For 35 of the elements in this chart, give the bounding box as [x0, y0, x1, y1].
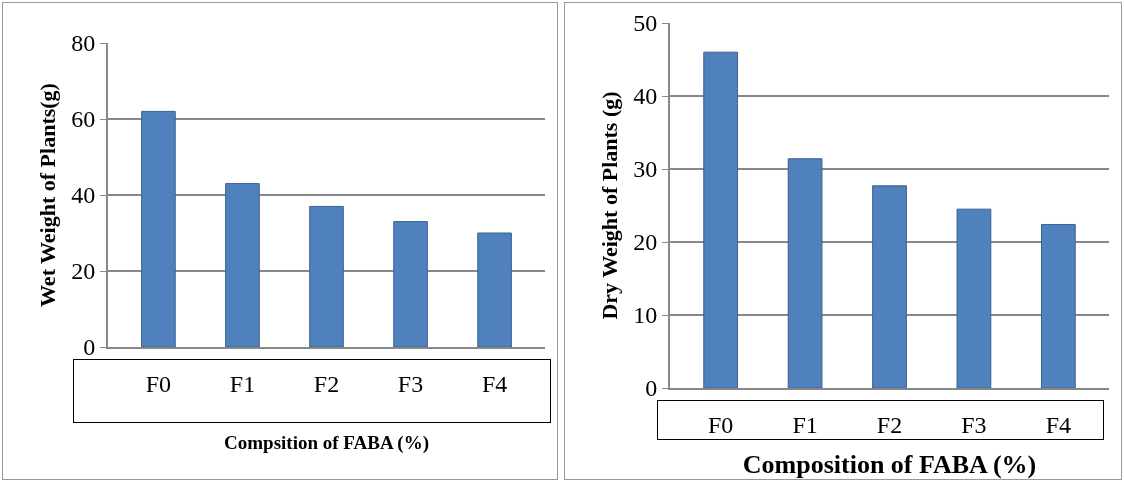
- bar: [309, 205, 344, 347]
- x-tick-label: F4: [481, 370, 508, 397]
- x-tick-label: F3: [961, 411, 987, 438]
- y-tick-label: 0: [645, 375, 658, 402]
- y-tick-label: 50: [633, 10, 658, 37]
- x-axis-title: Composition of FABA (%): [742, 450, 1037, 479]
- y-tick-label: 0: [83, 334, 96, 361]
- x-tick-label: F1: [229, 370, 256, 397]
- x-tick-label: F2: [876, 411, 903, 438]
- y-tick-label: 10: [633, 302, 658, 329]
- bar: [141, 110, 176, 347]
- x-axis-title: Compsition of FABA (%): [224, 432, 429, 455]
- y-axis-title: Dry Weight of Plants (g): [596, 91, 622, 320]
- bar: [787, 158, 823, 388]
- y-tick-label: 40: [633, 83, 658, 110]
- y-tick-label: 20: [633, 229, 658, 256]
- bar: [703, 51, 739, 388]
- x-tick-label: F0: [145, 370, 172, 397]
- x-tick-label: F2: [313, 370, 340, 397]
- y-axis-title: Wet Weight of Plants(g): [34, 83, 60, 307]
- x-tick-label: F3: [397, 370, 424, 397]
- x-tick-label: F4: [1045, 411, 1072, 438]
- bar: [225, 183, 260, 347]
- y-tick-label: 60: [71, 106, 96, 133]
- y-tick-label: 30: [633, 156, 658, 183]
- bar: [477, 232, 512, 347]
- bar: [956, 208, 992, 388]
- y-tick-label: 40: [71, 182, 96, 209]
- x-tick-label: F1: [792, 411, 818, 438]
- x-tick-label: F0: [707, 411, 734, 438]
- y-tick-label: 20: [71, 258, 96, 285]
- bar: [872, 185, 907, 388]
- y-tick-label: 80: [71, 30, 96, 57]
- bar: [1040, 223, 1076, 388]
- bar: [393, 221, 428, 347]
